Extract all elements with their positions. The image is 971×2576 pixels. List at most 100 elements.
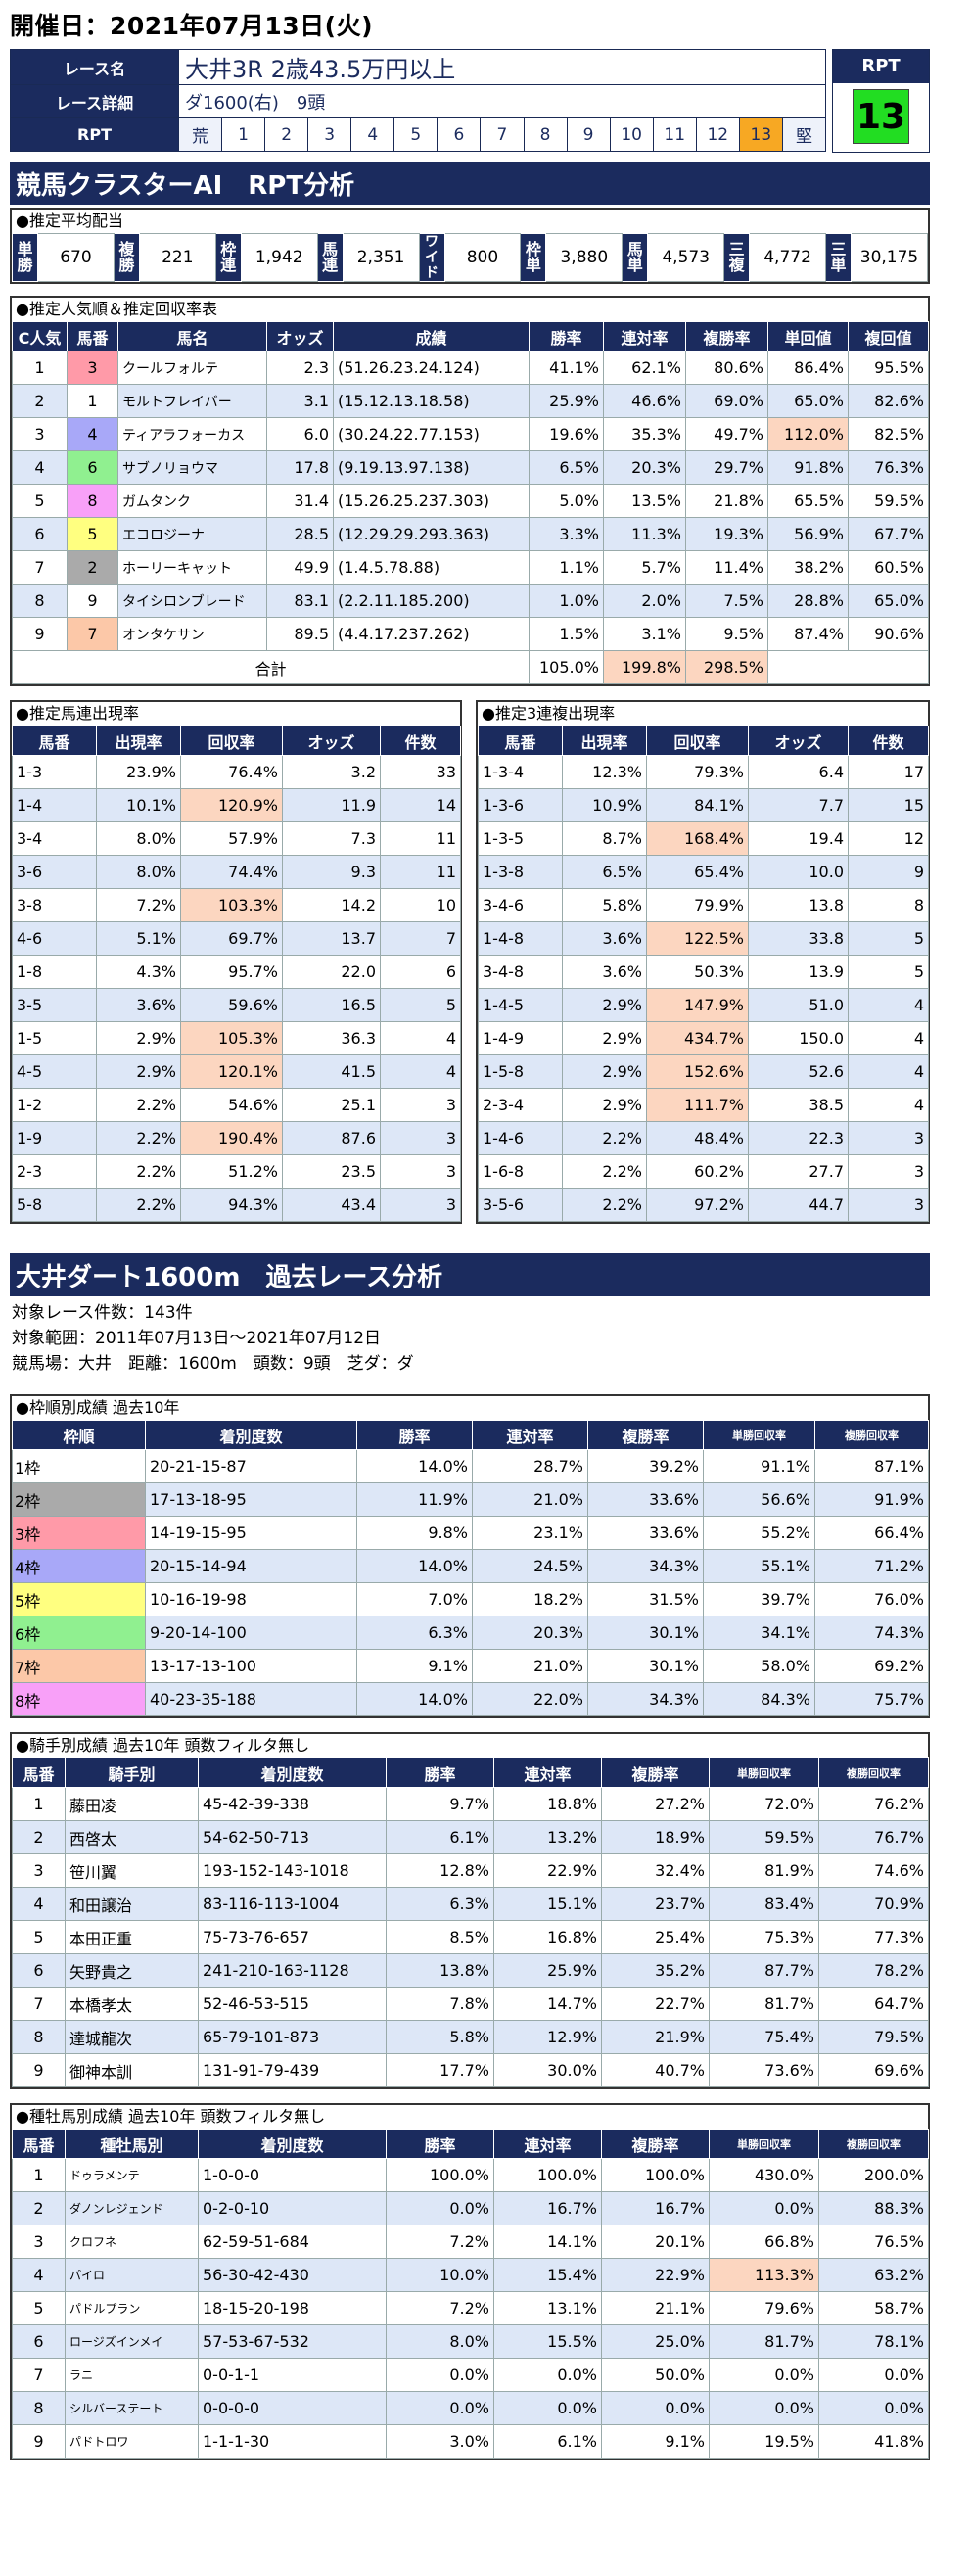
sanren-cell: 4 xyxy=(848,1054,929,1089)
jockey-cell: 76.7% xyxy=(818,1820,929,1854)
popularity-cell: (1.4.5.78.88) xyxy=(333,550,530,585)
sire-cell: 0-0-1-1 xyxy=(198,2358,387,2392)
umaren-cell: 3 xyxy=(380,1121,461,1155)
waku-row: 4枠 20-15-14-94 14.0% 24.5% 34.3% 55.1% 71.2% xyxy=(12,1549,929,1583)
popularity-cell: 9 xyxy=(67,584,118,618)
sanren-cell: 52.6 xyxy=(748,1054,849,1089)
sire-cell: 19.5% xyxy=(709,2424,819,2459)
sire-cell: 0.0% xyxy=(386,2391,494,2425)
sanren-cell: 5 xyxy=(848,921,929,956)
total-value: 298.5% xyxy=(685,650,768,684)
past-info-course: 競馬場：大井 距離：1600m 頭数：9頭 芝ダ：ダ xyxy=(12,1354,414,1374)
sanren-cell: 8 xyxy=(848,888,929,922)
sanren-cell: 2-3-4 xyxy=(478,1088,563,1122)
umaren-cell: 4-6 xyxy=(12,921,97,956)
popularity-cell: 1 xyxy=(12,351,68,385)
jockey-cell: 5 xyxy=(12,1920,66,1954)
popularity-cell: 6 xyxy=(12,517,68,551)
sire-cell: 57-53-67-532 xyxy=(198,2324,387,2359)
popularity-cell: 46.6% xyxy=(603,384,686,418)
payout-label: 複勝 xyxy=(113,233,140,282)
sire-cell: 0.0% xyxy=(709,2358,819,2392)
popularity-cell: 82.5% xyxy=(848,417,929,451)
jockey-cell: 35.2% xyxy=(601,1953,710,1988)
popularity-cell: (2.2.11.185.200) xyxy=(333,584,530,618)
umaren-cell: 43.4 xyxy=(282,1188,381,1222)
jockey-cell: 30.0% xyxy=(493,2053,602,2087)
sanren-table: 馬番 出現率 回収率 オッズ 件数 1-3-4 12.3% 79.3% 6.4 17 1-3-6 10… xyxy=(478,726,929,1222)
popularity-cell: (15.12.13.18.58) xyxy=(333,384,530,418)
payout-table: 単勝 670 複勝 221 枠連 1,942 馬連 2,351 ワイド 800 枠単 3,880 馬単 4… xyxy=(12,233,928,282)
sanren-cell: 4 xyxy=(848,988,929,1022)
waku-cell: 39.7% xyxy=(703,1582,815,1616)
umaren-cell: 33 xyxy=(380,755,461,789)
waku-header: 単勝回収率 xyxy=(703,1420,815,1450)
popularity-cell: 49.7% xyxy=(685,417,768,451)
umaren-row: 1-4 10.1% 120.9% 11.9 14 xyxy=(12,788,461,822)
sanren-cell: 4 xyxy=(848,1021,929,1055)
waku-cell: 91.9% xyxy=(814,1482,929,1517)
sire-cell: 100.0% xyxy=(386,2158,494,2192)
jockey-cell: 7.8% xyxy=(386,1987,494,2021)
sanren-cell: 8.7% xyxy=(562,821,647,856)
jockey-cell: 25.4% xyxy=(601,1920,710,1954)
jockey-cell: 16.8% xyxy=(493,1920,602,1954)
popularity-cell: 1 xyxy=(67,384,118,418)
jockey-row: 6 矢野貴之 241-210-163-1128 13.8% 25.9% 35.2% 87.7… xyxy=(12,1953,929,1988)
waku-cell: 39.2% xyxy=(587,1449,704,1483)
waku-cell: 14.0% xyxy=(356,1682,473,1716)
waku-cell: 14-19-15-95 xyxy=(145,1516,357,1550)
sire-cell: 1-1-1-30 xyxy=(198,2424,387,2459)
popularity-cell: クールフォルテ xyxy=(117,351,267,385)
umaren-cell: 1-4 xyxy=(12,788,97,822)
jockey-cell: 81.7% xyxy=(709,1987,819,2021)
payout-value: 3,880 xyxy=(545,233,624,282)
payout-label: 馬連 xyxy=(316,233,344,282)
sire-cell: 15.5% xyxy=(493,2324,602,2359)
umaren-row: 1-9 2.2% 190.4% 87.6 3 xyxy=(12,1121,461,1155)
sanren-cell: 51.0 xyxy=(748,988,849,1022)
past-info: 対象レース件数：143件 対象範囲：2011年07月13日～2021年07月12… xyxy=(10,1300,961,1377)
umaren-cell: 59.6% xyxy=(180,988,283,1022)
sanren-cell: 147.9% xyxy=(646,988,749,1022)
jockey-cell: 6.3% xyxy=(386,1887,494,1921)
sire-cell: パドトロワ xyxy=(65,2424,199,2459)
popularity-cell: 95.5% xyxy=(848,351,929,385)
jockey-cell: 87.7% xyxy=(709,1953,819,1988)
sire-cell: ロージズインメイ xyxy=(65,2324,199,2359)
sanren-cell: 111.7% xyxy=(646,1088,749,1122)
umaren-cell: 5 xyxy=(380,988,461,1022)
umaren-title: ●推定馬連出現率 xyxy=(16,704,139,723)
jockey-row: 2 西啓太 54-62-50-713 6.1% 13.2% 18.9% 59.5% 76.7% xyxy=(12,1820,929,1854)
waku-cell: 13-17-13-100 xyxy=(145,1649,357,1683)
waku-header: 複勝率 xyxy=(587,1420,704,1450)
sire-cell: 78.1% xyxy=(818,2324,929,2359)
popularity-cell: 35.3% xyxy=(603,417,686,451)
popularity-cell: 31.4 xyxy=(266,484,334,518)
sanren-cell: 4 xyxy=(848,1088,929,1122)
waku-cell: 21.0% xyxy=(472,1649,588,1683)
umaren-row: 3-4 8.0% 57.9% 7.3 11 xyxy=(12,821,461,856)
umaren-cell: 3 xyxy=(380,1188,461,1222)
race-name: 大井3R 2歳43.5万円以上 xyxy=(178,49,826,85)
sanren-cell: 7.7 xyxy=(748,788,849,822)
popularity-cell: 6.5% xyxy=(529,450,604,485)
umaren-cell: 3-5 xyxy=(12,988,97,1022)
jockey-cell: 73.6% xyxy=(709,2053,819,2087)
umaren-cell: 3.6% xyxy=(96,988,181,1022)
popularity-cell: (4.4.17.237.262) xyxy=(333,617,530,651)
rpt-scale-cell: 12 xyxy=(695,117,740,152)
waku-row: 5枠 10-16-19-98 7.0% 18.2% 31.5% 39.7% 76.0% xyxy=(12,1582,929,1616)
umaren-cell: 4-5 xyxy=(12,1054,97,1089)
jockey-row: 3 笹川翼 193-152-143-1018 12.8% 22.9% 32.4% 81.9%… xyxy=(12,1853,929,1888)
waku-cell: 20.3% xyxy=(472,1616,588,1650)
sire-cell: ダノンレジェンド xyxy=(65,2191,199,2225)
sire-cell: 21.1% xyxy=(601,2291,710,2325)
payout-label: ワイド xyxy=(418,233,445,282)
umaren-cell: 3-6 xyxy=(12,855,97,889)
jockey-row: 9 御神本訓 131-91-79-439 17.7% 30.0% 40.7% 73.6% 69… xyxy=(12,2053,929,2087)
popularity-cell: 59.5% xyxy=(848,484,929,518)
popularity-cell: 7.5% xyxy=(685,584,768,618)
waku-cell: 34.1% xyxy=(703,1616,815,1650)
sanren-row: 3-5-6 2.2% 97.2% 44.7 3 xyxy=(478,1188,929,1222)
